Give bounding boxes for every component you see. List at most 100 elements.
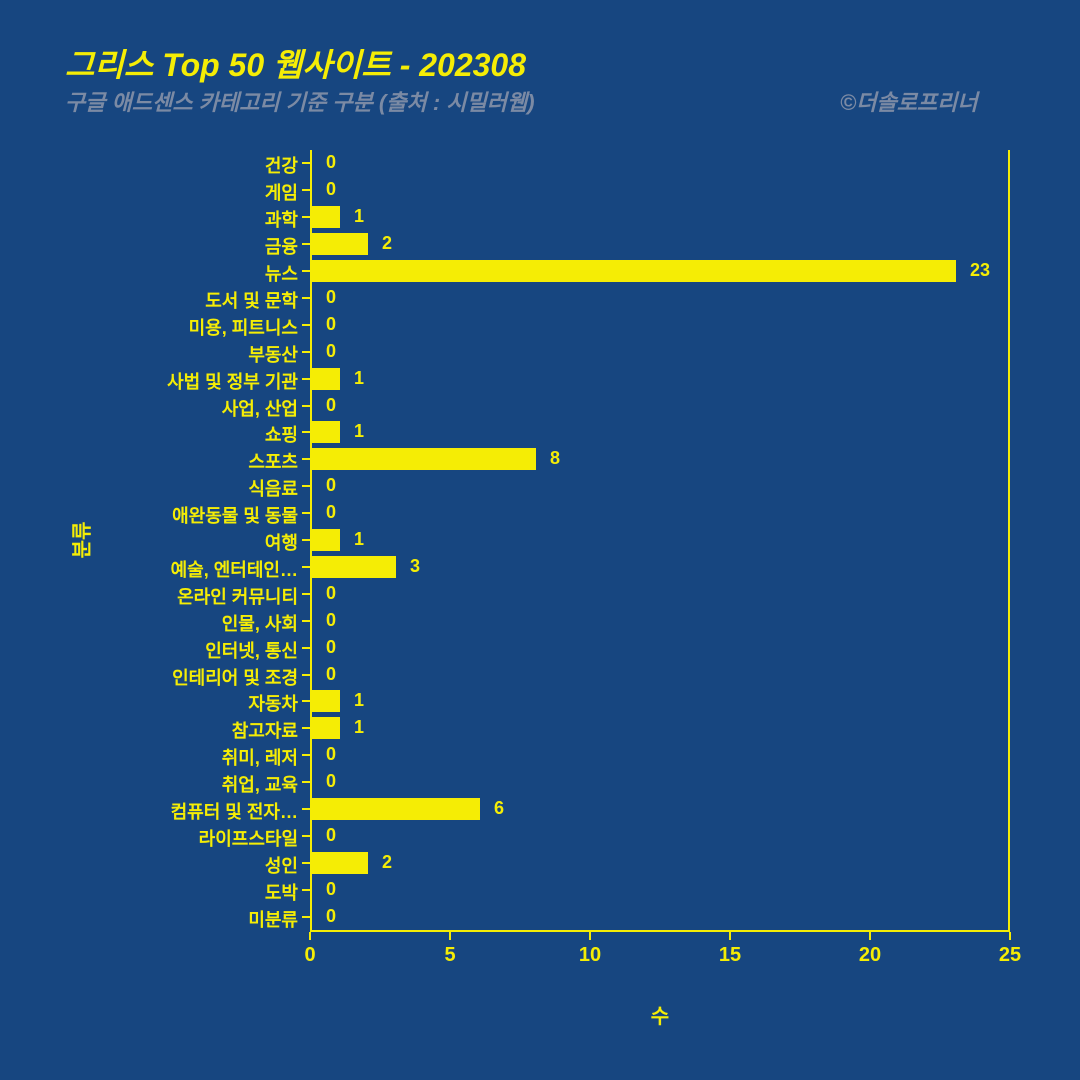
value-label: 0 <box>326 879 336 900</box>
value-label: 6 <box>494 798 504 819</box>
bar <box>312 448 536 470</box>
category-label: 사업, 산업 <box>222 395 298 421</box>
category-label: 참고자료 <box>232 717 298 743</box>
bar <box>312 421 340 443</box>
value-label: 8 <box>550 448 560 469</box>
x-tick-label: 20 <box>859 944 881 967</box>
value-label: 2 <box>382 233 392 254</box>
y-tick-mark <box>302 566 310 568</box>
category-label: 도박 <box>265 879 298 905</box>
y-tick-mark <box>302 297 310 299</box>
y-tick-mark <box>302 216 310 218</box>
value-label: 1 <box>354 717 364 738</box>
chart-subtitle: 구글 애드센스 카테고리 기준 구분 (출처 : 시밀러웹) <box>65 85 535 117</box>
bar <box>312 233 368 255</box>
y-tick-mark <box>302 647 310 649</box>
y-tick-mark <box>302 162 310 164</box>
bar <box>312 798 480 820</box>
bar <box>312 529 340 551</box>
bar <box>312 717 340 739</box>
x-tick-mark <box>589 932 591 940</box>
category-label: 미분류 <box>248 906 298 932</box>
bar <box>312 556 396 578</box>
category-label: 미용, 피트니스 <box>189 314 298 340</box>
y-tick-mark <box>302 405 310 407</box>
category-label: 애완동물 및 동물 <box>172 502 298 528</box>
value-label: 1 <box>354 690 364 711</box>
chart-canvas: 그리스 Top 50 웹사이트 - 202308구글 애드센스 카테고리 기준 … <box>0 0 1080 1080</box>
y-tick-mark <box>302 324 310 326</box>
bar <box>312 690 340 712</box>
y-tick-mark <box>302 835 310 837</box>
category-label: 부동산 <box>248 341 298 367</box>
y-tick-mark <box>302 916 310 918</box>
category-label: 취미, 레저 <box>222 744 298 770</box>
category-label: 스포츠 <box>248 448 298 474</box>
y-tick-mark <box>302 674 310 676</box>
category-label: 인물, 사회 <box>222 610 298 636</box>
y-tick-mark <box>302 378 310 380</box>
y-tick-mark <box>302 431 310 433</box>
category-label: 취업, 교육 <box>222 771 298 797</box>
value-label: 0 <box>326 744 336 765</box>
category-label: 금융 <box>265 233 298 259</box>
y-tick-mark <box>302 539 310 541</box>
bar <box>312 206 340 228</box>
value-label: 2 <box>382 852 392 873</box>
category-label: 뉴스 <box>265 260 298 286</box>
y-tick-mark <box>302 781 310 783</box>
value-label: 0 <box>326 906 336 927</box>
value-label: 0 <box>326 637 336 658</box>
x-axis-title: 수 <box>651 1000 669 1029</box>
value-label: 23 <box>970 260 990 281</box>
y-tick-mark <box>302 458 310 460</box>
y-tick-mark <box>302 593 310 595</box>
x-tick-mark <box>449 932 451 940</box>
x-tick-label: 10 <box>579 944 601 967</box>
category-label: 성인 <box>265 852 298 878</box>
value-label: 0 <box>326 314 336 335</box>
y-tick-mark <box>302 485 310 487</box>
y-tick-mark <box>302 189 310 191</box>
value-label: 0 <box>326 502 336 523</box>
category-label: 여행 <box>265 529 298 555</box>
chart-credit: ©더솔로프리너 <box>840 85 978 117</box>
y-tick-mark <box>302 808 310 810</box>
value-label: 0 <box>326 395 336 416</box>
value-label: 3 <box>410 556 420 577</box>
category-label: 과학 <box>265 206 298 232</box>
category-label: 자동차 <box>248 690 298 716</box>
value-label: 0 <box>326 179 336 200</box>
category-label: 컴퓨터 및 전자… <box>171 798 298 824</box>
y-tick-mark <box>302 862 310 864</box>
value-label: 0 <box>326 610 336 631</box>
bar <box>312 260 956 282</box>
category-label: 쇼핑 <box>265 421 298 447</box>
value-label: 1 <box>354 529 364 550</box>
value-label: 0 <box>326 341 336 362</box>
y-axis-title: 분류 <box>66 522 95 559</box>
x-tick-mark <box>309 932 311 940</box>
category-label: 예술, 엔터테인… <box>171 556 298 582</box>
category-label: 건강 <box>265 152 298 178</box>
value-label: 0 <box>326 825 336 846</box>
x-tick-label: 5 <box>444 944 455 967</box>
x-tick-mark <box>1009 932 1011 940</box>
value-label: 1 <box>354 421 364 442</box>
y-tick-mark <box>302 889 310 891</box>
category-label: 인터넷, 통신 <box>205 637 298 663</box>
x-tick-mark <box>869 932 871 940</box>
value-label: 0 <box>326 287 336 308</box>
category-label: 도서 및 문학 <box>205 287 298 313</box>
x-tick-label: 25 <box>999 944 1021 967</box>
category-label: 인테리어 및 조경 <box>172 664 298 690</box>
y-tick-mark <box>302 512 310 514</box>
x-tick-label: 0 <box>304 944 315 967</box>
value-label: 0 <box>326 583 336 604</box>
value-label: 0 <box>326 475 336 496</box>
category-label: 라이프스타일 <box>199 825 298 851</box>
value-label: 1 <box>354 206 364 227</box>
y-tick-mark <box>302 243 310 245</box>
bar <box>312 852 368 874</box>
value-label: 0 <box>326 152 336 173</box>
